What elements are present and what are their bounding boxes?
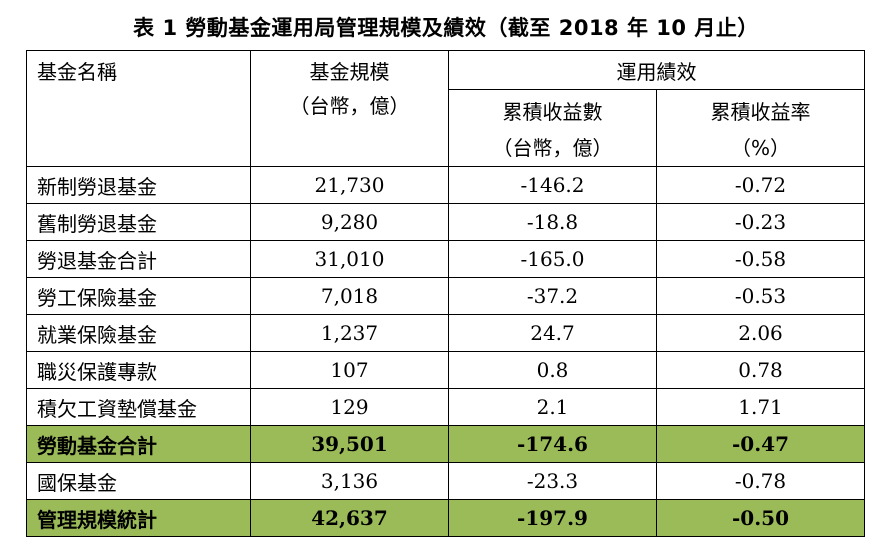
fund-size-cell: 7,018 [250,277,449,315]
table-row-subtotal: 勞動基金合計 39,501 -174.6 -0.47 [26,425,865,463]
fund-size-cell: 31,010 [250,240,449,278]
cumulative-amount-cell: -174.6 [448,425,657,463]
cumulative-rate-cell: -0.72 [656,166,865,204]
cumulative-rate-cell: 2.06 [656,314,865,352]
fund-name-cell: 勞動基金合計 [26,425,251,463]
table-row: 勞退基金合計 31,010 -165.0 -0.58 [26,240,865,278]
cumulative-rate-cell: -0.50 [656,499,865,537]
cumulative-amount-cell: -37.2 [448,277,657,315]
cumulative-rate-cell: -0.47 [656,425,865,463]
header-performance: 運用績效 [448,50,865,90]
fund-size-cell: 42,637 [250,499,449,537]
fund-name-cell: 舊制勞退基金 [26,203,251,241]
fund-name-cell: 職災保護專款 [26,351,251,389]
cumulative-rate-cell: 1.71 [656,388,865,426]
cumulative-amount-cell: -197.9 [448,499,657,537]
cumulative-rate-cell: 0.78 [656,351,865,389]
cumulative-amount-cell: -165.0 [448,240,657,278]
cumulative-amount-cell: 24.7 [448,314,657,352]
fund-name-cell: 積欠工資墊償基金 [26,388,251,426]
header-cumulative-rate-unit: （%） [730,136,790,160]
cumulative-rate-cell: -0.53 [656,277,865,315]
table-row: 國保基金 3,136 -23.3 -0.78 [26,462,865,500]
table-title: 表 1 勞動基金運用局管理規模及績效（截至 2018 年 10 月止） [133,16,759,40]
fund-performance-table: 基金名稱 基金規模 （台幣，億） 運用績效 累積收益數 （台幣，億） 累積收益率… [26,50,865,537]
fund-name-cell: 勞工保險基金 [26,277,251,315]
cumulative-rate-cell: -0.23 [656,203,865,241]
fund-size-cell: 107 [250,351,449,389]
header-cumulative-amount-unit: （台幣，億） [492,136,613,160]
header-fund-size: 基金規模 （台幣，億） [250,50,449,167]
header-performance-label: 運用績效 [616,60,697,84]
header-cumulative-rate-label: 累積收益率 [710,100,811,124]
cumulative-rate-cell: -0.78 [656,462,865,500]
fund-size-cell: 129 [250,388,449,426]
fund-size-cell: 39,501 [250,425,449,463]
fund-name-cell: 新制勞退基金 [26,166,251,204]
header-cumulative-rate: 累積收益率 （%） [656,89,865,167]
fund-size-cell: 1,237 [250,314,449,352]
header-cumulative-amount-label: 累積收益數 [502,100,603,124]
cumulative-amount-cell: 2.1 [448,388,657,426]
header-fund-name: 基金名稱 [26,50,251,167]
header-fund-name-label: 基金名稱 [37,60,117,84]
table-row-grand-total: 管理規模統計 42,637 -197.9 -0.50 [26,499,865,537]
cumulative-rate-cell: -0.58 [656,240,865,278]
fund-name-cell: 勞退基金合計 [26,240,251,278]
cumulative-amount-cell: -18.8 [448,203,657,241]
fund-name-cell: 就業保險基金 [26,314,251,352]
header-fund-size-label: 基金規模 [309,60,390,84]
cumulative-amount-cell: -23.3 [448,462,657,500]
fund-size-cell: 9,280 [250,203,449,241]
fund-size-cell: 21,730 [250,166,449,204]
table-row: 積欠工資墊償基金 129 2.1 1.71 [26,388,865,426]
table-row: 勞工保險基金 7,018 -37.2 -0.53 [26,277,865,315]
table-row: 新制勞退基金 21,730 -146.2 -0.72 [26,166,865,204]
header-fund-size-unit: （台幣，億） [289,94,410,118]
fund-size-cell: 3,136 [250,462,449,500]
header-cumulative-amount: 累積收益數 （台幣，億） [448,89,657,167]
fund-name-cell: 國保基金 [26,462,251,500]
table-row: 職災保護專款 107 0.8 0.78 [26,351,865,389]
table-row: 就業保險基金 1,237 24.7 2.06 [26,314,865,352]
fund-name-cell: 管理規模統計 [26,499,251,537]
cumulative-amount-cell: -146.2 [448,166,657,204]
cumulative-amount-cell: 0.8 [448,351,657,389]
table-row: 舊制勞退基金 9,280 -18.8 -0.23 [26,203,865,241]
